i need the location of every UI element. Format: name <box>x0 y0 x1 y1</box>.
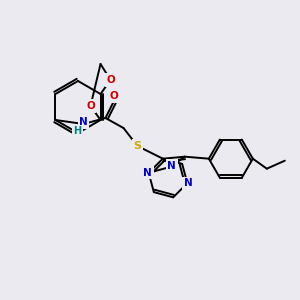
Text: N: N <box>143 168 152 178</box>
Text: N: N <box>79 117 88 127</box>
Text: O: O <box>109 91 118 101</box>
Text: O: O <box>106 75 115 85</box>
Text: H: H <box>74 126 82 136</box>
Text: S: S <box>134 141 142 151</box>
Text: N: N <box>184 178 193 188</box>
Text: O: O <box>86 101 95 111</box>
Text: S: S <box>134 141 142 151</box>
Text: N: N <box>167 161 176 171</box>
